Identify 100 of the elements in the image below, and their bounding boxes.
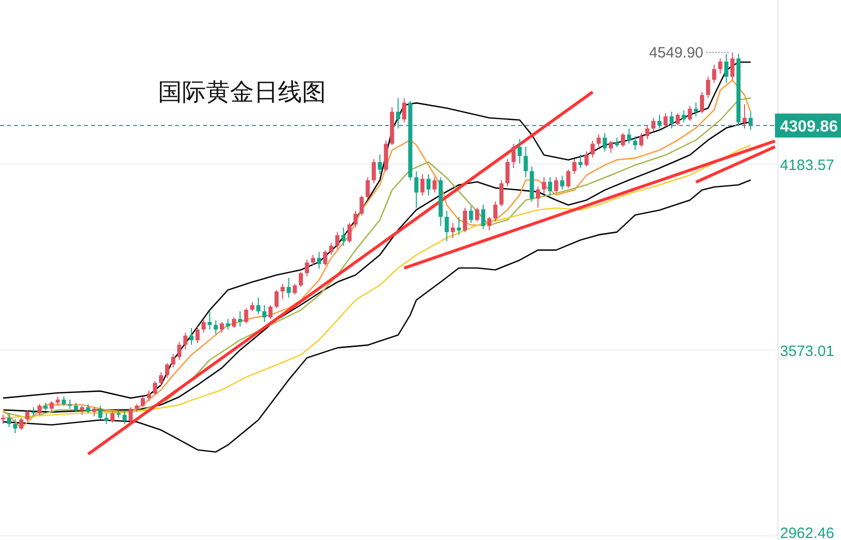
candlestick [590,140,595,158]
candlestick [487,216,492,232]
candlestick [177,341,182,360]
candlestick [159,372,164,386]
candlestick [146,390,151,402]
candlestick [31,406,36,417]
candlestick [323,250,328,266]
candlestick [171,353,176,368]
annotation: 4549.90 [649,44,704,62]
candlestick [80,405,84,416]
candlestick [548,176,552,196]
candlestick [420,174,424,196]
candlestick [663,112,668,128]
candlestick [341,227,346,246]
candlestick [572,158,576,175]
candlestick [202,318,206,334]
candlestick [19,417,24,431]
candlestick [232,316,236,329]
candlestick [74,402,78,412]
candlestick [372,158,376,184]
candlestick [432,176,437,193]
candlestick [56,396,60,406]
candlestick [183,332,188,350]
candlestick [676,112,680,126]
candlestick [250,302,254,312]
candlestick [730,52,734,80]
candlestick [718,58,722,74]
candlestick [0,414,6,424]
ref-line-label: 4309.86 [780,118,838,136]
candlestick [602,132,607,152]
candlestick [304,258,310,277]
candlestick [189,328,194,346]
candlestick [256,297,260,315]
candlestick [262,304,266,322]
candlestick [499,180,504,207]
y-tick-label: 4183.57 [780,156,834,174]
candlestick [627,128,632,144]
candlestick [122,410,127,424]
candlestick [317,251,322,270]
candlestick [25,410,30,422]
candlestick [402,98,406,123]
candlestick [700,91,704,114]
candlestick [378,154,382,175]
candlestick [310,254,316,266]
candlestick [608,140,613,154]
candlestick [238,310,242,327]
candlestick [104,412,108,424]
candlestick [195,326,200,344]
y-tick-label: 3573.01 [780,342,834,360]
candlestick [682,110,686,123]
candlestick [116,408,121,418]
candlestick [462,207,468,233]
candlestick [620,132,626,148]
candlestick [614,137,619,148]
candlestick [140,396,145,408]
candlestick [560,175,564,190]
candlestick [450,222,455,239]
candlestick [128,406,133,423]
candlestick [481,204,486,230]
candlestick [524,146,528,178]
candlestick [208,310,212,330]
candlestick [493,201,498,222]
candlestick [596,134,601,148]
candlestick [542,176,546,195]
y-tick-label: 2962.46 [780,525,834,540]
candlestick [329,242,334,256]
candlestick [414,170,418,208]
candlestick [62,396,66,406]
candlestick [220,321,224,334]
candlestick [280,283,285,300]
candlestick [536,186,540,208]
candlestick [13,418,18,434]
candlestick [292,283,297,296]
candlestick [360,195,364,216]
candlestick [706,76,710,99]
candlestick [554,176,558,193]
candlestick [298,271,303,288]
candlestick [645,124,650,140]
candlestick [468,206,474,224]
candlestick [354,210,358,228]
candlestick [152,380,158,396]
candlestick [688,105,692,122]
candlestick [268,304,273,320]
candlestick [37,404,42,416]
candlestick [7,412,12,428]
candlestick [633,136,638,150]
line-series [2,179,752,453]
candlestick [244,308,248,324]
candlestick [286,277,291,298]
candlestick [505,158,510,187]
candlestick [68,399,72,410]
candlestick [110,411,115,423]
candlestick [92,406,96,417]
candlestick [639,132,644,148]
candlestick [518,138,522,164]
candlestick [742,104,747,130]
candlestick [456,216,461,236]
candlestick [86,404,90,414]
candlestick [426,174,431,196]
candlestick [50,400,54,412]
